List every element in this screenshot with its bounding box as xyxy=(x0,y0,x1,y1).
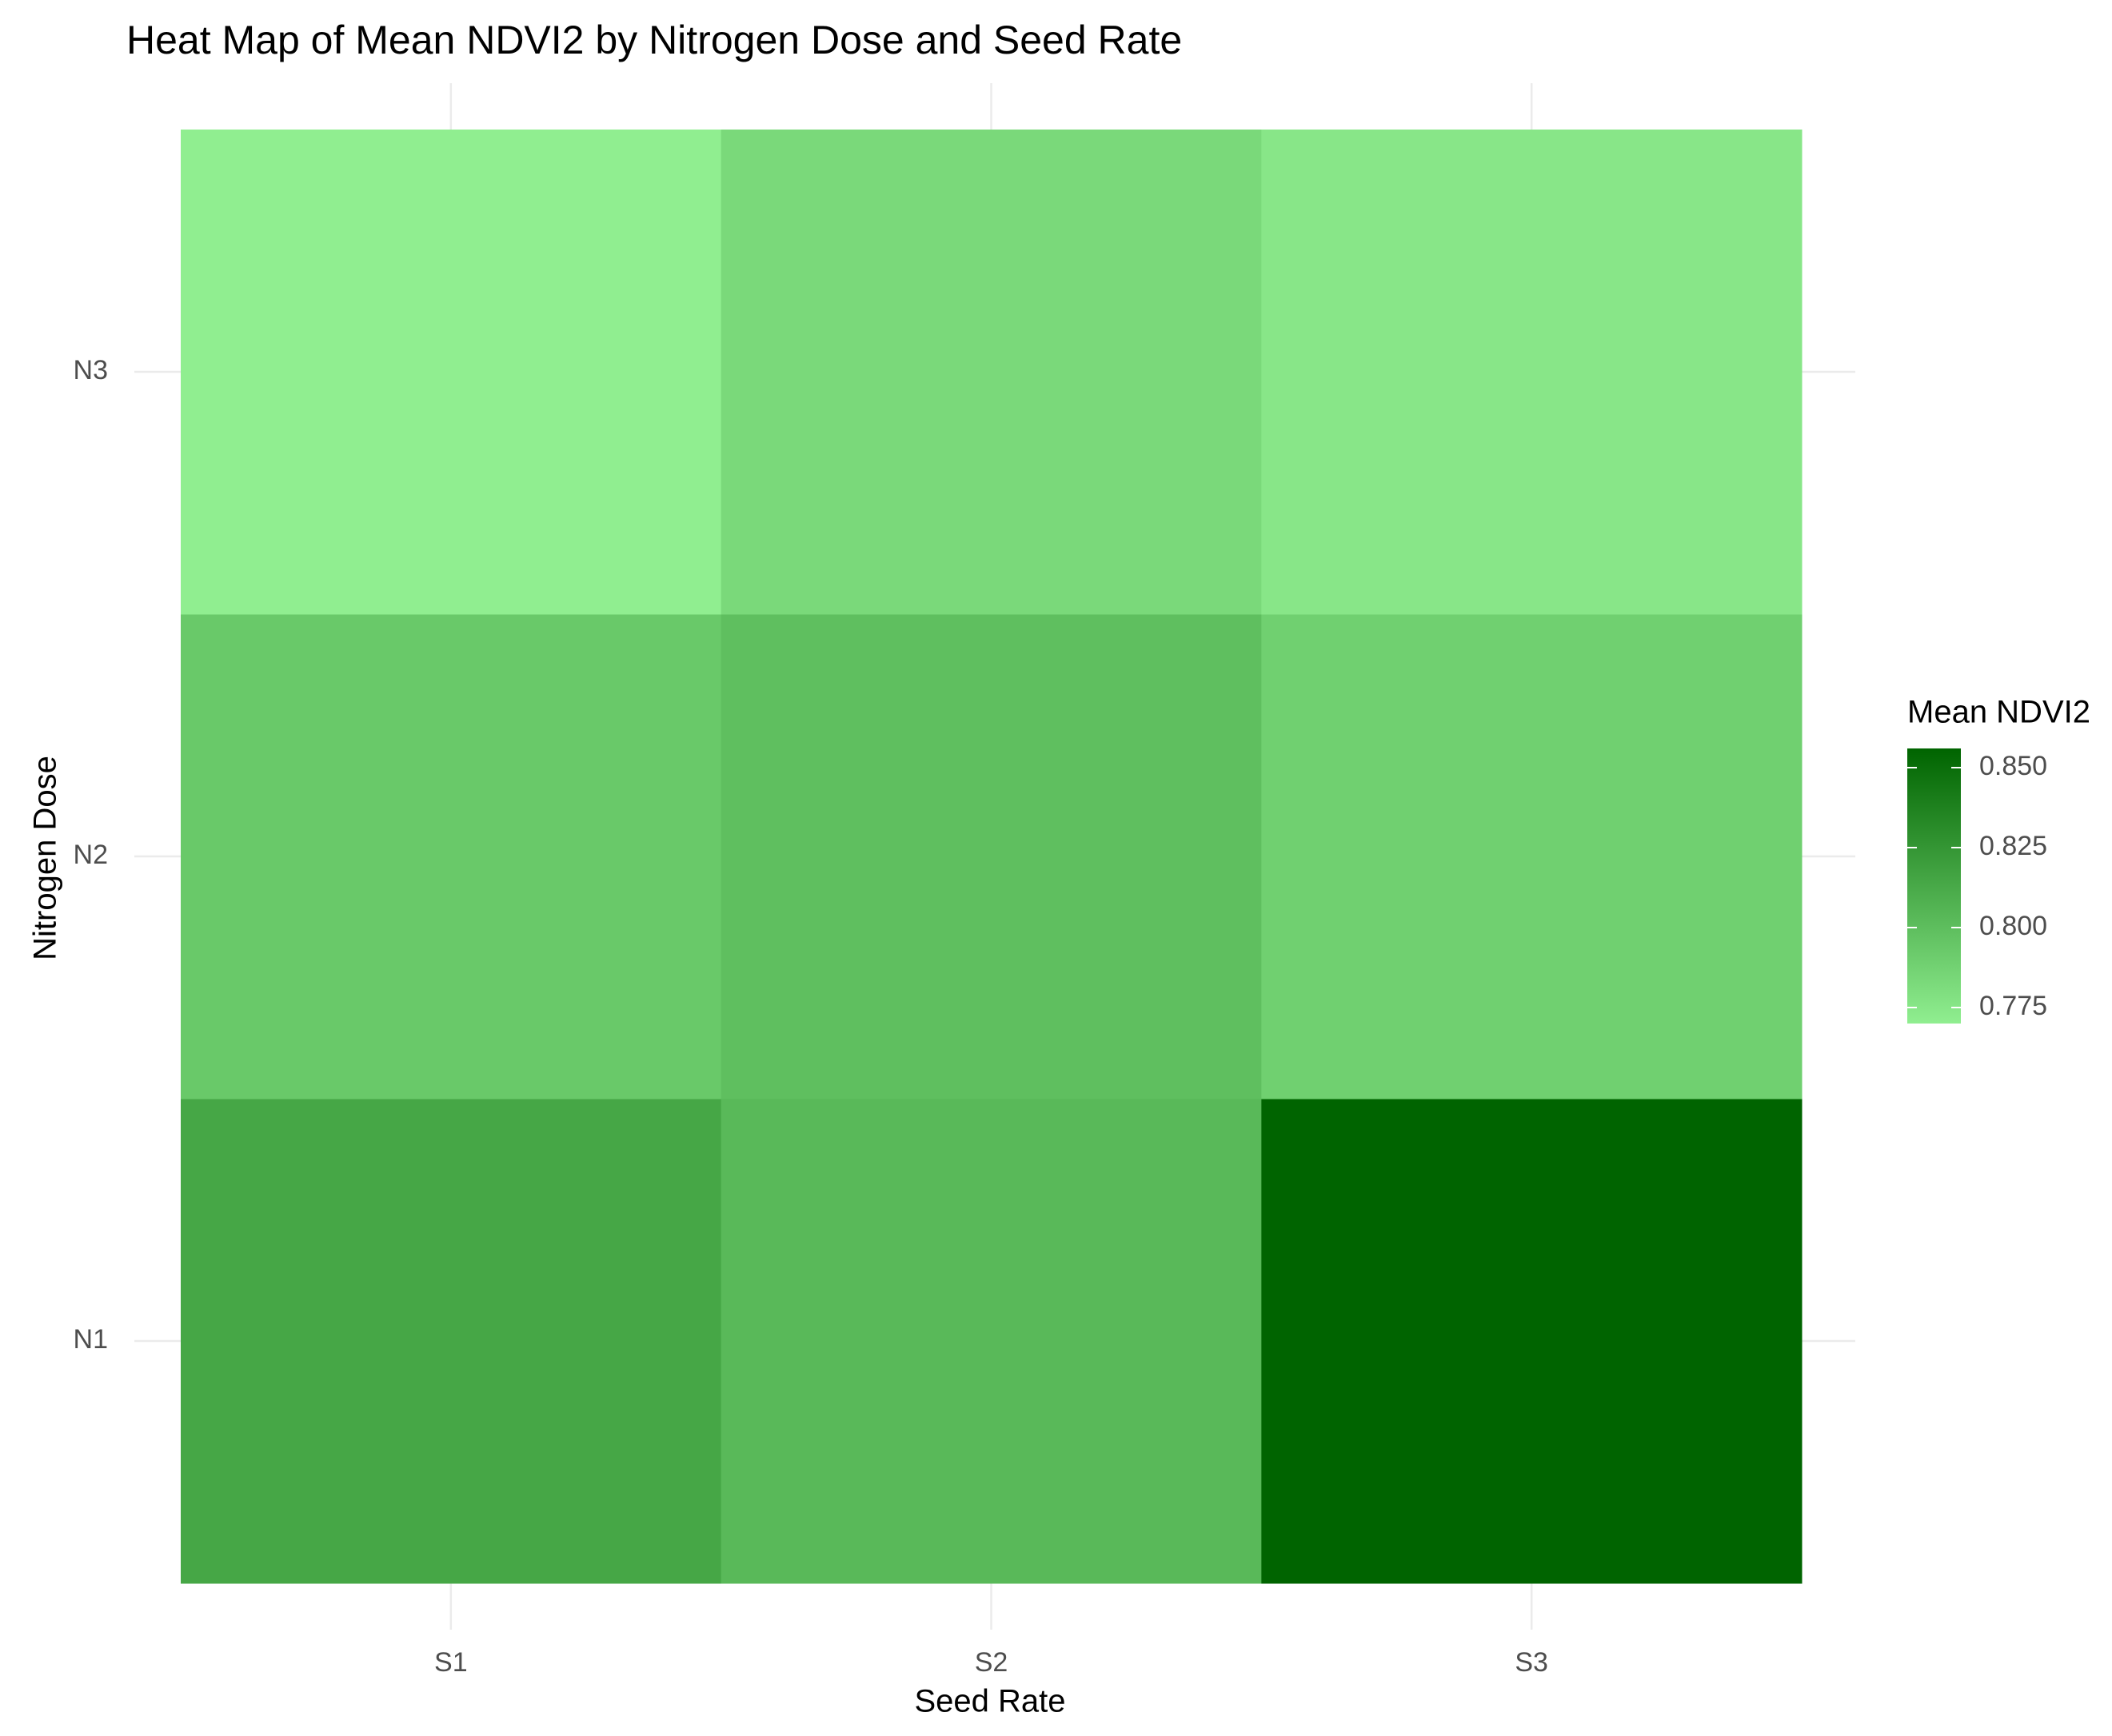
x-axis-title: Seed Rate xyxy=(914,1684,1065,1719)
colorbar xyxy=(1907,748,1961,1024)
heat-cell xyxy=(721,130,1262,615)
legend-tick-label: 0.775 xyxy=(1979,991,2047,1021)
y-tick-label: N2 xyxy=(74,840,108,870)
y-tick-label: N3 xyxy=(74,355,108,385)
y-axis-title: Nitrogen Dose xyxy=(28,756,63,960)
heat-cell xyxy=(181,130,722,615)
x-tick-label: S1 xyxy=(434,1647,468,1678)
legend-tick-label: 0.850 xyxy=(1979,751,2047,781)
legend-tick-label: 0.825 xyxy=(1979,831,2047,861)
y-tick-label: N1 xyxy=(74,1324,108,1355)
legend-tick-label: 0.800 xyxy=(1979,911,2047,941)
x-tick-label: S2 xyxy=(975,1647,1008,1678)
heat-cell xyxy=(721,1099,1262,1584)
heat-cell xyxy=(1261,614,1803,1099)
heat-cell xyxy=(1261,1099,1803,1584)
chart-title: Heat Map of Mean NDVI2 by Nitrogen Dose … xyxy=(126,18,1182,62)
heat-cell xyxy=(181,1099,722,1584)
heat-cell xyxy=(721,614,1262,1099)
legend-title: Mean NDVI2 xyxy=(1907,695,2090,730)
heat-cell xyxy=(181,614,722,1099)
x-tick-label: S3 xyxy=(1515,1647,1548,1678)
heat-cell xyxy=(1261,130,1803,615)
